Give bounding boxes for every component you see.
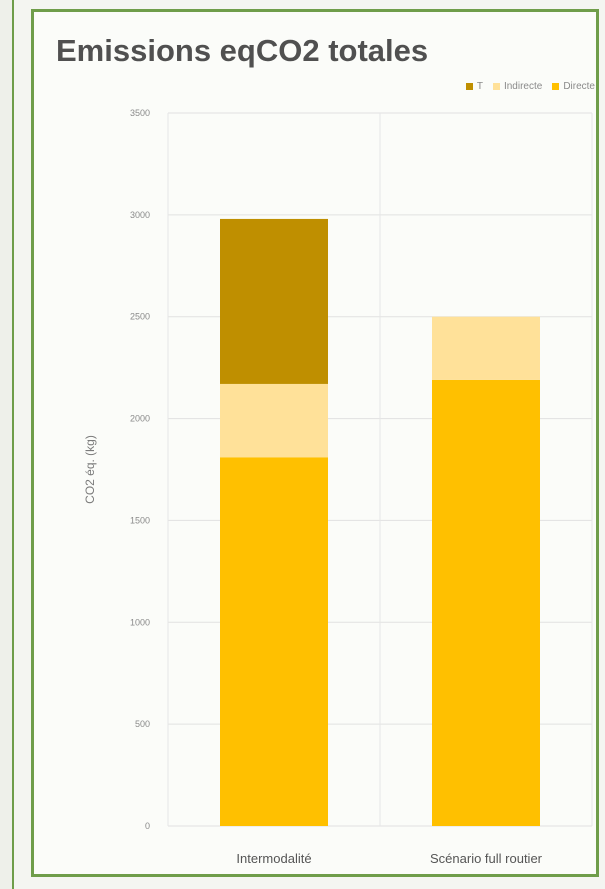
y-tick-label: 3000 bbox=[130, 210, 150, 220]
y-tick-label: 3500 bbox=[130, 108, 150, 118]
legend-swatch-indirecte bbox=[492, 83, 500, 90]
bar-segment-t bbox=[220, 218, 328, 384]
left-panel-edge bbox=[0, 0, 14, 889]
y-tick-label: 2500 bbox=[130, 312, 150, 322]
y-tick-label: 500 bbox=[135, 719, 150, 729]
legend-item-directe: Directe bbox=[552, 81, 595, 92]
chart-title: Emissions eqCO2 totales bbox=[56, 33, 429, 68]
y-tick-label: 1000 bbox=[130, 617, 150, 627]
legend-label-indirecte: Indirecte bbox=[503, 81, 543, 92]
y-tick-label: 0 bbox=[145, 821, 150, 831]
x-tick-label: Scénario full routier bbox=[430, 851, 543, 866]
y-tick-label: 2000 bbox=[130, 414, 150, 424]
bar-segment-indirecte bbox=[432, 316, 540, 380]
chart-legend: T Indirecte Directe bbox=[465, 81, 595, 92]
bar-segment-directe bbox=[432, 379, 540, 826]
x-tick-label: Intermodalité bbox=[236, 851, 311, 866]
bar-segment-indirecte bbox=[220, 383, 328, 458]
y-tick-label: 1500 bbox=[130, 515, 150, 525]
legend-swatch-t bbox=[465, 83, 473, 90]
legend-item-indirecte: Indirecte bbox=[492, 81, 543, 92]
y-axis-title: CO2 éq. (kg) bbox=[83, 435, 97, 504]
legend-label-directe: Directe bbox=[563, 81, 595, 92]
legend-label-t: T bbox=[476, 81, 483, 92]
legend-item-t: T bbox=[465, 81, 483, 92]
bar-segment-directe bbox=[220, 457, 328, 826]
legend-swatch-directe bbox=[552, 83, 560, 90]
